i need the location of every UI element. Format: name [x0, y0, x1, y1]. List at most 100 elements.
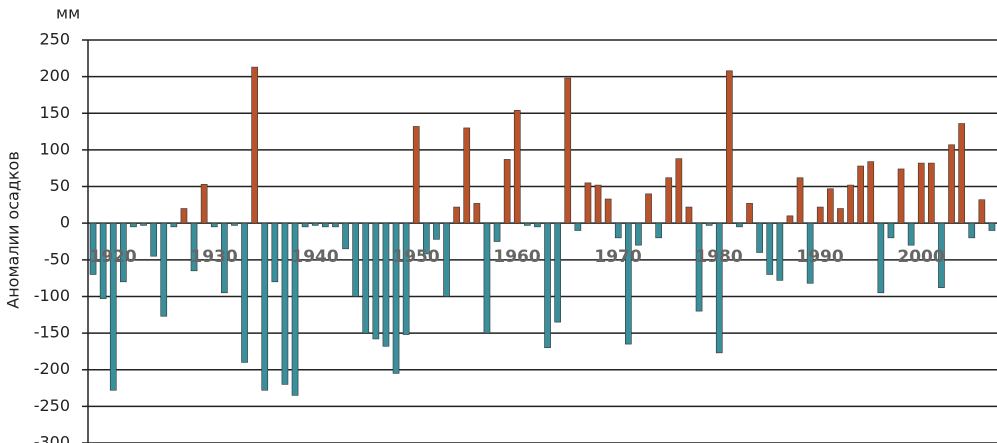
bar	[342, 222, 349, 250]
bar	[877, 222, 885, 294]
y-tick-label: -250	[34, 396, 70, 415]
y-tick-label: -300	[34, 433, 70, 443]
bar	[271, 222, 279, 283]
bar	[897, 168, 905, 224]
bar	[322, 222, 329, 228]
bar	[827, 188, 834, 224]
bar	[786, 215, 794, 224]
bar	[231, 222, 238, 226]
bar	[614, 222, 622, 239]
bar	[554, 222, 561, 323]
bar	[372, 222, 380, 340]
y-unit: мм	[56, 4, 80, 23]
bar	[655, 222, 662, 239]
bar	[574, 222, 582, 231]
y-tick-label: 100	[39, 139, 70, 158]
bar	[352, 222, 359, 297]
bar	[261, 222, 269, 391]
bar	[493, 222, 501, 242]
bar	[443, 222, 450, 297]
bar	[847, 184, 854, 224]
bar	[584, 182, 592, 224]
bar	[301, 222, 309, 228]
y-axis-label: Аномалии осадков	[4, 151, 23, 309]
bar	[503, 159, 511, 224]
x-tick-label: 1940	[291, 247, 338, 267]
bar	[705, 222, 713, 226]
bar	[453, 206, 460, 224]
bar	[130, 222, 137, 228]
bar	[402, 222, 410, 335]
bar	[392, 222, 400, 374]
bar	[170, 222, 178, 228]
bar	[685, 206, 693, 224]
y-tick-label: 50	[50, 176, 70, 195]
bar	[635, 222, 642, 246]
bar	[746, 203, 753, 224]
bar	[806, 222, 814, 284]
bar	[928, 162, 935, 224]
bar	[89, 222, 97, 275]
bar	[210, 222, 218, 228]
bar	[958, 123, 965, 224]
bar	[433, 222, 440, 240]
bar	[483, 222, 491, 334]
bar	[675, 158, 683, 224]
bar	[665, 177, 673, 224]
x-tick-label: 1920	[89, 247, 136, 267]
x-tick-label: 1960	[493, 247, 540, 267]
bar	[382, 222, 390, 347]
bar	[221, 222, 228, 294]
bar	[362, 222, 370, 334]
x-tick-label: 1930	[190, 247, 237, 267]
bar	[463, 127, 471, 224]
bar	[534, 222, 541, 228]
bar	[645, 193, 652, 224]
bar	[281, 222, 289, 385]
bar	[948, 144, 955, 224]
bar	[200, 184, 208, 224]
bar	[251, 66, 258, 224]
bar	[907, 222, 915, 246]
bar	[291, 222, 299, 396]
bar	[968, 222, 976, 239]
bar	[938, 222, 945, 288]
bar	[625, 222, 632, 345]
bar	[594, 184, 602, 224]
bar	[756, 222, 763, 253]
bar	[473, 203, 481, 224]
y-tick-label: -150	[34, 323, 70, 342]
x-tick-label: 1970	[594, 247, 641, 267]
x-tick-label: 2000	[897, 247, 944, 267]
bar	[604, 198, 612, 224]
y-tick-label: 250	[39, 30, 70, 49]
bar	[311, 222, 319, 226]
bar	[695, 222, 703, 312]
bar	[241, 222, 248, 363]
bar	[513, 110, 521, 224]
bar	[726, 70, 733, 224]
y-tick-label: 150	[39, 103, 70, 122]
x-tick-label: 1980	[695, 247, 742, 267]
y-tick-label: -100	[34, 286, 70, 305]
bar	[796, 177, 804, 224]
bar	[150, 222, 157, 257]
bar	[190, 222, 198, 272]
bar	[776, 222, 784, 281]
bar	[423, 222, 430, 255]
bar	[887, 222, 895, 239]
x-tick-label: 1950	[392, 247, 439, 267]
bar	[715, 222, 723, 354]
bar	[109, 222, 117, 391]
bar	[140, 222, 147, 226]
y-tick-label: 0	[60, 213, 70, 232]
bar	[412, 126, 420, 224]
bar	[867, 161, 875, 224]
bar	[917, 162, 925, 224]
bar	[180, 208, 188, 224]
bar	[988, 222, 996, 231]
y-tick-label: 200	[39, 66, 70, 85]
bar	[736, 222, 743, 228]
bar	[544, 222, 551, 349]
